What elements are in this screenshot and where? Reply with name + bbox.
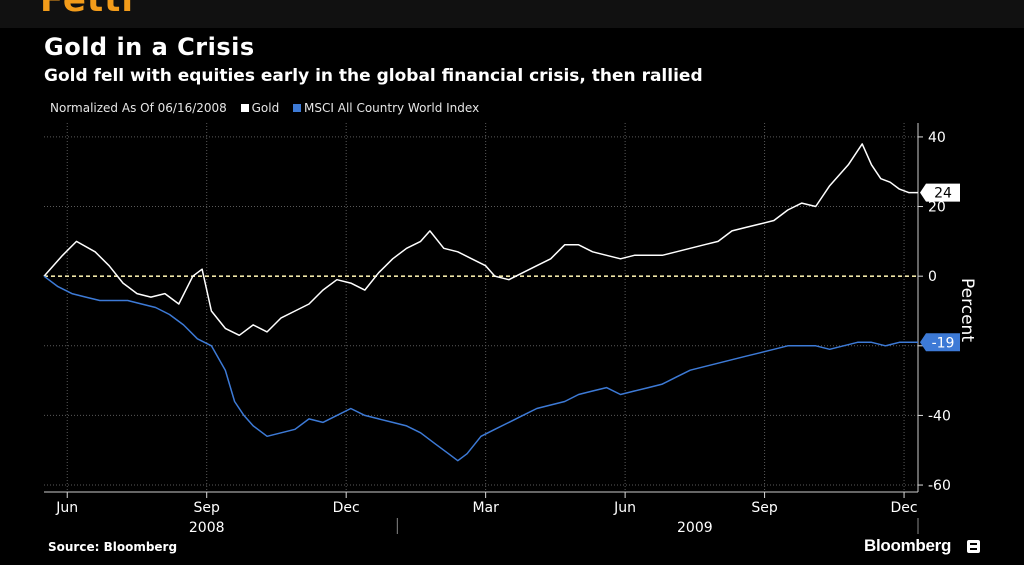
terminal-icon xyxy=(967,540,980,553)
legend-msci-label: MSCI All Country World Index xyxy=(304,101,480,115)
legend-gold-swatch xyxy=(240,104,249,112)
y-tick-label: 40 xyxy=(928,130,946,146)
x-tick-label: Jun xyxy=(613,500,636,516)
gold-last-value-label: 24 xyxy=(934,186,952,202)
source-note: Source: Bloomberg xyxy=(48,540,178,554)
msci-last-value-label: -19 xyxy=(932,335,955,351)
brand-logo: Bloomberg xyxy=(864,536,952,555)
x-tick-label: Mar xyxy=(472,500,499,516)
y-tick-label: -40 xyxy=(928,408,951,424)
x-tick-label: Jun xyxy=(55,500,78,516)
x-tick-label: Dec xyxy=(333,500,360,516)
msci-last-value-label-box xyxy=(920,333,960,352)
gold-line xyxy=(43,143,918,337)
x-year-label: 2008 xyxy=(189,520,225,536)
legend-msci-swatch xyxy=(293,104,302,112)
y-axis-label: Percent xyxy=(957,278,977,342)
x-tick-label: Sep xyxy=(751,500,778,516)
msci-line xyxy=(43,275,918,462)
chart-subtitle: Gold fell with equities early in the glo… xyxy=(44,66,703,86)
x-tick-label: Dec xyxy=(891,500,918,516)
top-sliver: Fetti xyxy=(0,0,1024,28)
y-tick-label: 0 xyxy=(928,269,937,285)
chart-panel xyxy=(39,28,984,565)
y-tick-label: -60 xyxy=(928,478,951,494)
x-year-label: 2009 xyxy=(677,520,713,536)
sliver-text: Fetti xyxy=(40,0,135,20)
y-tick-label: 20 xyxy=(928,200,946,216)
legend: Normalized As Of 06/16/2008 Gold MSCI Al… xyxy=(50,101,479,115)
legend-gold-label: Gold xyxy=(251,101,280,115)
gold-last-value-label-box xyxy=(920,183,960,202)
legend-normalized-label: Normalized As Of 06/16/2008 xyxy=(50,101,227,115)
x-tick-label: Sep xyxy=(194,500,221,516)
chart-title: Gold in a Crisis xyxy=(44,33,255,61)
